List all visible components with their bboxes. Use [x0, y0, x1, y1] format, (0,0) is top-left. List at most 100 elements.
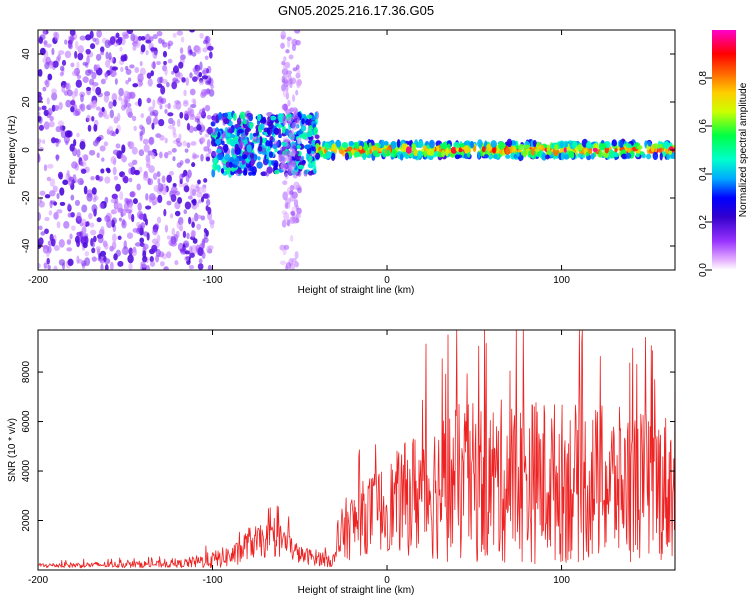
heatmap-cell	[170, 185, 178, 194]
heatmap-cell	[297, 164, 305, 170]
heatmap-cell	[268, 159, 272, 167]
heatmap-cell	[86, 55, 90, 65]
heatmap-cell	[239, 139, 243, 147]
heatmap-cell	[192, 198, 197, 206]
heatmap-cell	[119, 46, 123, 52]
heatmap-x-tick-label: -100	[203, 275, 223, 286]
heatmap-cell	[56, 209, 63, 214]
heatmap-cell	[216, 148, 222, 154]
heatmap-cell	[563, 147, 567, 153]
heatmap-cell	[152, 172, 158, 180]
heatmap-cell	[156, 30, 163, 37]
heatmap-cell	[131, 248, 138, 257]
heatmap-cell	[70, 194, 75, 201]
heatmap-cell	[44, 216, 50, 222]
heatmap-cell	[306, 132, 311, 138]
heatmap-cell	[234, 143, 239, 151]
heatmap-cell	[289, 190, 294, 196]
heatmap-cell	[284, 172, 289, 180]
snr-y-label: SNR (10 * v/v)	[7, 418, 18, 482]
heatmap-cell	[209, 51, 213, 59]
heatmap-cell	[205, 205, 209, 212]
heatmap-cell	[283, 103, 288, 112]
heatmap-cell	[145, 39, 152, 44]
heatmap-cell	[68, 179, 73, 186]
heatmap-cell	[126, 30, 134, 35]
heatmap-cell	[82, 61, 88, 66]
heatmap-cell	[160, 97, 167, 104]
heatmap-cell	[218, 112, 223, 120]
heatmap-cell	[147, 115, 152, 120]
heatmap-cell	[564, 142, 568, 148]
heatmap-cell	[151, 200, 156, 206]
heatmap-cell	[614, 148, 618, 153]
heatmap-cell	[52, 185, 58, 193]
heatmap-cell	[184, 110, 188, 119]
heatmap-cell	[89, 222, 95, 228]
heatmap-cell	[80, 161, 84, 166]
heatmap-cell	[163, 151, 169, 159]
snr-x-tick-label: 100	[553, 575, 570, 586]
heatmap-y-tick-label: 20	[21, 96, 32, 108]
heatmap-cell	[164, 266, 168, 270]
heatmap-cell	[281, 219, 287, 228]
heatmap-cell	[132, 45, 137, 51]
heatmap-cell	[470, 141, 474, 149]
heatmap-cell	[174, 100, 181, 105]
heatmap-cell	[66, 247, 73, 252]
heatmap-cell	[164, 108, 168, 114]
heatmap-cell	[179, 173, 184, 182]
heatmap-cell	[90, 176, 95, 181]
heatmap-cell	[174, 79, 180, 84]
heatmap-cell	[93, 235, 97, 243]
snr-x-label: Height of straight line (km)	[298, 585, 415, 596]
heatmap-cell	[88, 212, 93, 220]
heatmap-cell	[117, 260, 124, 267]
heatmap-cell	[291, 121, 298, 131]
heatmap-cell	[42, 139, 46, 144]
heatmap-cell	[96, 217, 102, 223]
heatmap-cell	[120, 98, 125, 106]
heatmap-cell	[178, 182, 184, 188]
heatmap-cell	[76, 61, 80, 71]
heatmap-cell	[598, 150, 602, 158]
heatmap-cell	[337, 140, 341, 147]
heatmap-cell	[269, 115, 277, 121]
heatmap-cell	[209, 221, 215, 229]
heatmap-cell	[186, 142, 191, 148]
heatmap-cell	[166, 174, 172, 183]
heatmap-cell	[266, 127, 271, 135]
heatmap-cell	[47, 163, 54, 169]
heatmap-cell	[88, 149, 96, 156]
heatmap-cell	[204, 104, 211, 112]
heatmap-cell	[259, 136, 263, 145]
heatmap-cell	[168, 239, 174, 246]
heatmap-cell	[38, 142, 41, 148]
heatmap-cell	[147, 78, 153, 87]
heatmap-cell	[103, 141, 109, 147]
heatmap-cell	[47, 264, 51, 270]
heatmap-cell	[182, 140, 187, 147]
colorbar-tick-label: 0.6	[698, 119, 709, 133]
heatmap-cell	[601, 143, 607, 148]
heatmap-cell	[207, 65, 212, 74]
heatmap-cell	[318, 150, 324, 156]
heatmap-cell	[280, 42, 285, 49]
heatmap-cell	[518, 143, 525, 151]
heatmap-cell	[653, 143, 659, 149]
heatmap-cell	[128, 263, 133, 270]
heatmap-cell	[115, 143, 121, 149]
heatmap-cell	[202, 67, 208, 76]
heatmap-cell	[124, 197, 129, 204]
heatmap-cell	[142, 243, 149, 250]
heatmap-cell	[69, 233, 73, 240]
heatmap-cell	[115, 128, 119, 135]
heatmap-cell	[188, 264, 195, 270]
heatmap-cell	[146, 97, 152, 104]
heatmap-cell	[305, 152, 310, 161]
heatmap-cell	[118, 95, 122, 101]
heatmap-cell	[285, 197, 292, 205]
heatmap-cell	[131, 213, 135, 223]
heatmap-cell	[95, 246, 101, 251]
heatmap-cell	[198, 80, 205, 86]
